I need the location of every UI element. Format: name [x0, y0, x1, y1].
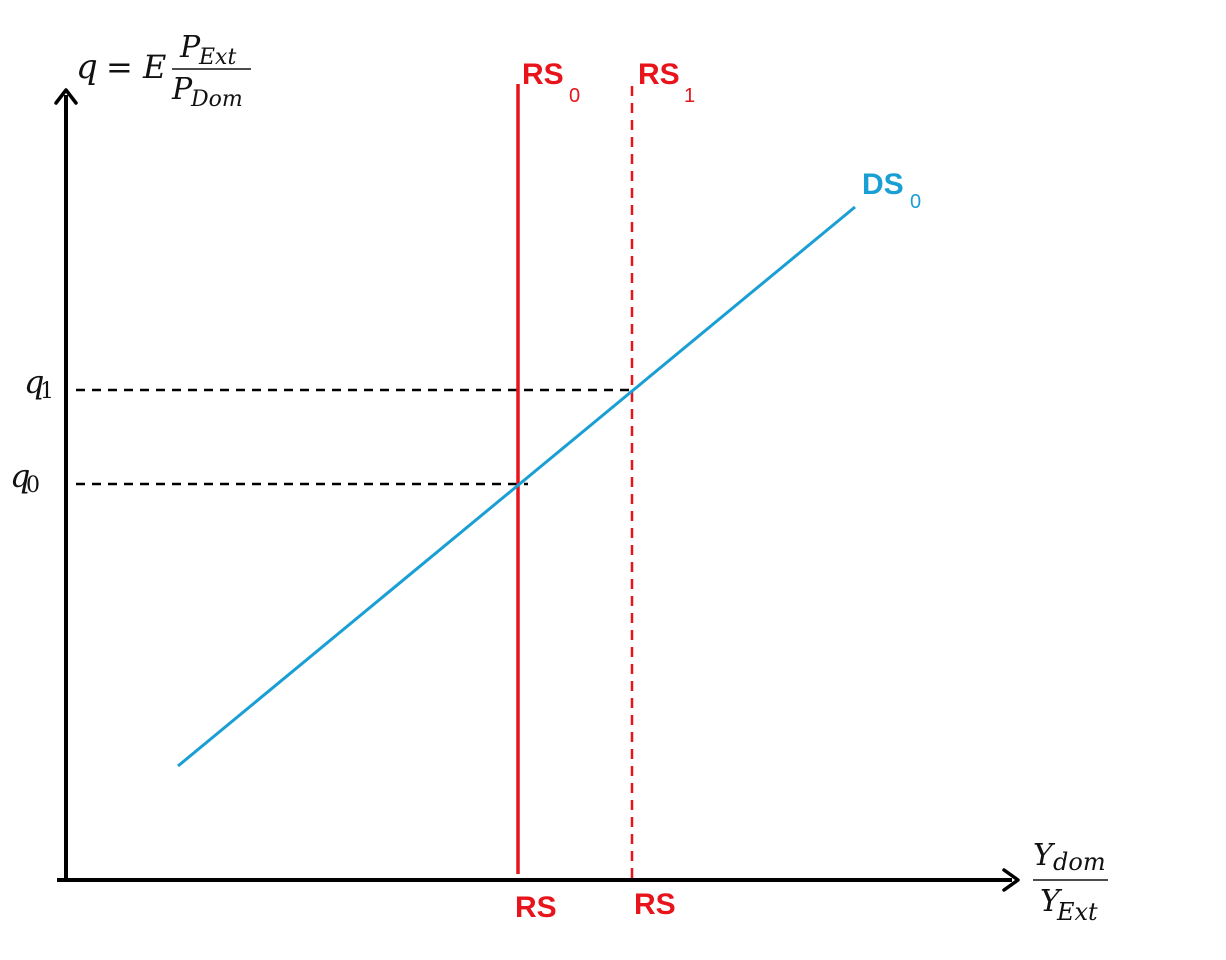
axes — [54, 88, 1020, 892]
y-axis-label: q = E P Ext P Dom — [76, 30, 251, 112]
y-axis-numerator-base: P — [179, 30, 201, 65]
x-axis-numerator-sub: dom — [1053, 848, 1106, 876]
ds0-line — [177, 205, 856, 768]
rs1-name: RS — [638, 58, 680, 91]
rs0-name: RS — [522, 58, 564, 91]
x-axis-arrowhead — [1002, 868, 1020, 892]
ds0-sub: 0 — [910, 191, 921, 213]
rs0-sub: 0 — [569, 85, 580, 107]
y-axis-denominator-sub: Dom — [190, 87, 243, 112]
y-axis-label-equals: = — [106, 48, 133, 86]
q0-base: q — [10, 457, 30, 495]
rs1-top-label: RS 1 — [638, 58, 695, 107]
ds0-label: DS 0 — [862, 168, 921, 213]
rs0-top-label: RS 0 — [522, 58, 580, 107]
q1-sub: 1 — [40, 379, 54, 404]
ds0-name: DS — [862, 168, 904, 201]
rs0-bottom-label: RS — [515, 891, 557, 924]
q1-tick-label: q 1 — [24, 363, 54, 404]
q0-tick-label: q 0 — [10, 457, 40, 498]
x-axis-denominator-sub: Ext — [1056, 898, 1098, 926]
y-axis-arrowhead — [54, 88, 78, 105]
x-axis-label: Y dom Y Ext — [1033, 838, 1108, 926]
rs1-bottom-label: RS — [634, 888, 676, 921]
x-axis-denominator-base: Y — [1040, 884, 1063, 919]
guide-lines — [76, 388, 632, 486]
x-axis-numerator-base: Y — [1033, 838, 1056, 873]
y-axis-denominator-base: P — [171, 72, 193, 107]
y-axis-label-q: q — [76, 47, 98, 87]
rs1-sub: 1 — [684, 85, 695, 107]
q1-base: q — [24, 363, 44, 401]
q0-sub: 0 — [26, 473, 40, 498]
y-axis-numerator-sub: Ext — [198, 45, 236, 70]
y-axis-label-e: E — [142, 48, 166, 86]
